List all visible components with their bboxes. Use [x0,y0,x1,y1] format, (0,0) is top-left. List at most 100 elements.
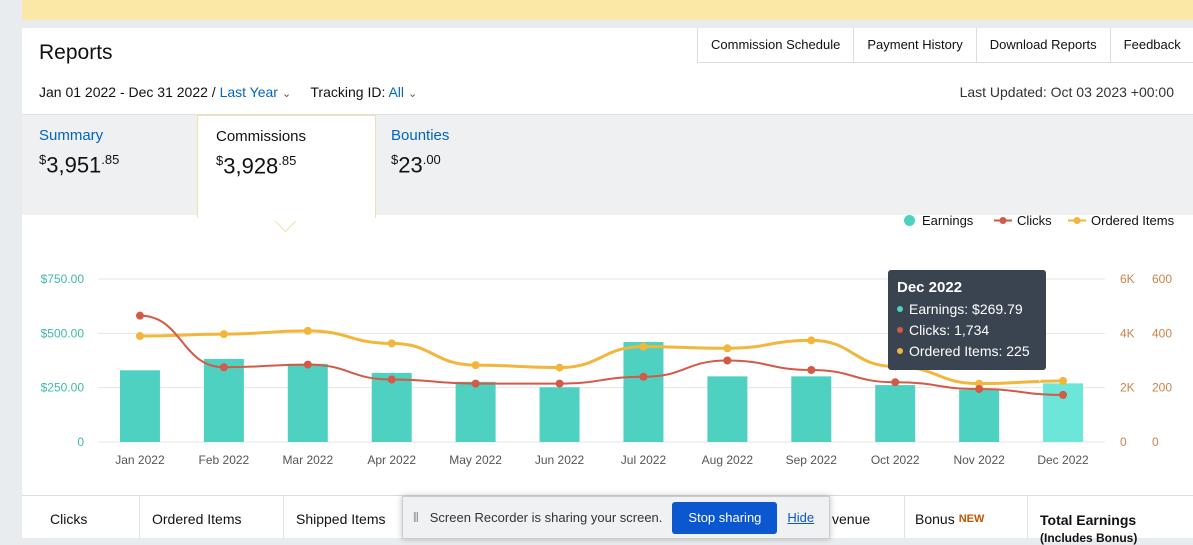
ordered-point [639,342,648,351]
date-range: Jan 01 2022 - Dec 31 2022 / [39,84,216,100]
x-tick-label: Dec 2022 [1037,453,1089,467]
x-tick-label: Jan 2022 [115,453,165,467]
y-right-clicks-tick-label: 2K [1120,381,1135,395]
summary-tabs: Summary $3,951.85 Commissions $3,928.85 … [22,114,1193,218]
col-bonus-label: Bonus [915,511,955,527]
earnings-bar [455,381,496,442]
hide-link[interactable]: Hide [787,510,815,525]
new-badge: NEW [958,513,985,525]
legend-earnings-label: Earnings [922,213,974,228]
col-bonus[interactable]: Bonus NEW [905,496,1028,538]
earnings-bar [707,376,748,442]
clicks-point [723,356,732,365]
clicks-point [471,379,480,388]
x-tick-label: Jun 2022 [535,453,585,467]
tooltip-clicks-row: Clicks: 1,734 [897,322,1046,338]
ordered-point [387,339,396,348]
y-right-clicks-tick-label: 0 [1120,435,1127,449]
tooltip-ordered: Ordered Items: 225 [909,343,1030,359]
tab-summary[interactable]: Summary $3,951.85 [39,127,119,178]
tab-summary-value: $3,951.85 [39,152,120,178]
col-total-earnings[interactable]: Total Earnings (Includes Bonus) [1028,496,1193,544]
tab-bounties[interactable]: Bounties $23.00 [391,127,449,178]
earnings-bar [623,342,664,442]
y-right-ordered-tick-label: 0 [1152,435,1159,449]
tab-commissions[interactable]: Commissions $3,928.85 [197,115,376,218]
x-tick-label: May 2022 [449,453,502,467]
col-total-earnings-sub: (Includes Bonus) [1040,531,1138,545]
tooltip-title: Dec 2022 [897,279,963,296]
clicks-legend-icon [994,217,1012,224]
ordered-point [303,326,312,335]
last-updated: Last Updated: Oct 03 2023 +00:00 [959,84,1174,100]
earnings-bar [791,376,832,442]
ordered-items-legend-icon [1068,217,1086,224]
clicks-point [555,379,564,388]
legend-clicks-label: Clicks [1017,213,1052,228]
earnings-bar [371,372,412,442]
payment-history-link[interactable]: Payment History [854,28,977,62]
earnings-bar [959,389,1000,442]
col-ordered-items[interactable]: Ordered Items [140,496,284,538]
chevron-down-icon: ⌄ [281,88,292,100]
ordered-bullet-icon [897,348,903,354]
y-right-ordered-tick-label: 200 [1152,381,1172,395]
col-shipped-items[interactable]: Shipped Items [284,496,404,538]
clicks-point [219,363,228,372]
page-title: Reports [39,41,113,64]
ordered-point [219,330,228,339]
x-tick-label: Sep 2022 [786,453,838,467]
earnings-bullet-icon [897,306,903,312]
x-tick-label: Feb 2022 [199,453,250,467]
earnings-chart: 0 $250.00 $500.00 $750.00 0 2K 4K 6K 0 200 400 600 J… [41,272,1173,467]
y-left-tick-label: $500.00 [41,326,85,340]
chart-tooltip: Dec 2022 Earnings: $269.79 Clicks: 1,734… [888,270,1046,370]
tab-summary-label: Summary [39,127,104,144]
earnings-bar [539,387,580,442]
earnings-bar [875,385,916,442]
y-left-tick-label: $250.00 [41,381,85,395]
report-nav: Commission Schedule Payment History Down… [697,28,1193,63]
clicks-point [135,311,144,320]
ordered-point [135,332,144,341]
x-tick-label: Oct 2022 [871,453,920,467]
x-tick-label: Apr 2022 [367,453,416,467]
clicks-point [891,378,900,387]
clicks-bullet-icon [897,327,903,333]
ordered-point [1059,376,1068,385]
earnings-legend-icon [904,215,915,226]
col-revenue[interactable]: venue [828,496,905,538]
notice-banner [22,0,1193,20]
tracking-id-value: All [388,84,405,100]
tooltip-earnings: Earnings: $269.79 [909,301,1023,317]
clicks-line [139,314,1064,396]
clicks-point [639,372,648,381]
tab-bounties-label: Bounties [391,127,450,144]
tab-bounties-value: $23.00 [391,152,441,178]
x-tick-label: Mar 2022 [282,453,333,467]
stop-sharing-button[interactable]: Stop sharing [672,501,778,534]
y-right-clicks-tick-label: 6K [1120,272,1135,286]
legend-ordered-items[interactable]: Ordered Items [1068,213,1174,228]
tracking-id-dropdown[interactable]: All ⌄ [388,84,417,100]
period-dropdown[interactable]: Last Year ⌄ [220,84,292,100]
feedback-link[interactable]: Feedback [1111,28,1193,62]
tab-commissions-label: Commissions [216,128,307,145]
commission-schedule-link[interactable]: Commission Schedule [698,28,855,62]
legend-ordered-items-label: Ordered Items [1091,213,1175,228]
legend-clicks[interactable]: Clicks [994,213,1052,228]
tooltip-ordered-row: Ordered Items: 225 [897,343,1046,359]
drag-handle-icon[interactable]: ⦀ [413,509,420,525]
y-right-clicks-tick-label: 4K [1120,326,1135,340]
y-right-ordered-tick-label: 400 [1152,326,1172,340]
download-reports-link[interactable]: Download Reports [977,28,1111,62]
y-left-tick-label: 0 [77,435,84,449]
legend-earnings[interactable]: Earnings [904,213,973,228]
tracking-id-label: Tracking ID: [310,84,386,100]
x-tick-label: Nov 2022 [953,453,1005,467]
y-right-ordered-tick-label: 600 [1152,272,1172,286]
col-clicks[interactable]: Clicks [22,496,140,538]
clicks-point [1059,390,1068,399]
clicks-point [807,366,816,375]
clicks-point [303,360,312,369]
